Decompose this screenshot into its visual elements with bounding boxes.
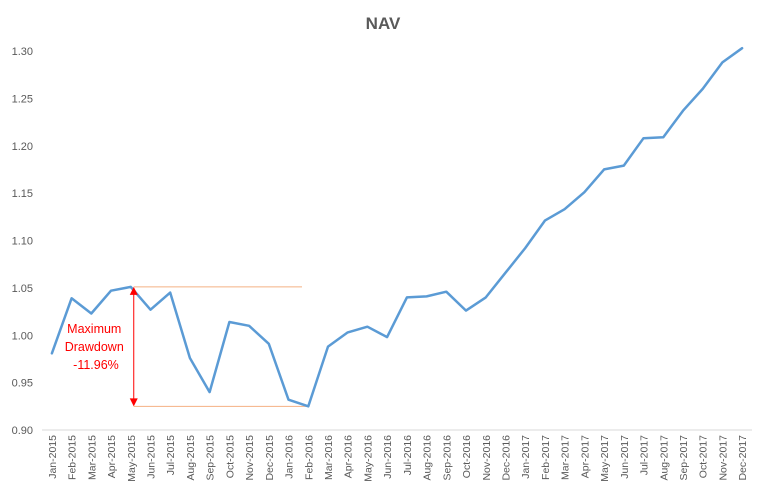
nav-point-Feb-2016 <box>307 405 309 407</box>
y-axis-tick-labels: 0.90 0.95 1.00 1.05 1.10 1.15 1.20 1.25 1.30 <box>12 46 33 437</box>
annotation-line-2: Drawdown <box>65 340 124 354</box>
nav-point-Jan-2015 <box>51 352 53 354</box>
x-tick-label-27: Apr-2017 <box>579 435 591 478</box>
x-tick-label-21: Oct-2016 <box>461 435 473 478</box>
x-tick-label-14: Mar-2016 <box>323 435 335 480</box>
y-tick-label-7: 1.25 <box>12 93 33 105</box>
x-tick-label-4: May-2015 <box>126 435 138 482</box>
nav-point-Aug-2015 <box>189 357 191 359</box>
nav-point-May-2016 <box>366 326 368 328</box>
y-tick-label-1: 0.95 <box>12 378 33 390</box>
nav-point-Mar-2017 <box>563 208 565 210</box>
y-tick-label-5: 1.15 <box>12 188 33 200</box>
x-tick-label-8: Sep-2015 <box>205 435 217 481</box>
nav-point-Jun-2017 <box>623 164 625 166</box>
y-tick-label-0: 0.90 <box>12 425 33 437</box>
x-tick-label-28: May-2017 <box>599 435 611 482</box>
nav-point-Jun-2016 <box>386 336 388 338</box>
x-tick-label-3: Apr-2015 <box>106 435 118 478</box>
x-tick-label-7: Aug-2015 <box>185 435 197 481</box>
nav-point-Jul-2015 <box>169 291 171 293</box>
nav-series-line <box>50 46 744 408</box>
nav-point-Jul-2017 <box>642 137 644 139</box>
arrow-head-down <box>129 398 138 407</box>
x-tick-label-6: Jul-2015 <box>165 435 177 475</box>
nav-point-Aug-2017 <box>662 136 664 138</box>
y-tick-label-8: 1.30 <box>12 46 33 58</box>
x-tick-label-19: Aug-2016 <box>422 435 434 481</box>
x-tick-label-23: Dec-2016 <box>500 435 512 481</box>
nav-point-Apr-2016 <box>346 331 348 333</box>
nav-point-Dec-2017 <box>741 47 743 49</box>
nav-point-Mar-2016 <box>327 345 329 347</box>
annotation-line-3: -11.96% <box>73 358 119 372</box>
x-tick-label-0: Jan-2015 <box>47 435 59 479</box>
drawdown-annotation: Maximum Drawdown -11.96% <box>65 322 128 372</box>
x-tick-label-13: Feb-2016 <box>303 435 315 480</box>
drawdown-guide-lines <box>133 286 309 407</box>
y-tick-label-2: 1.00 <box>12 330 33 342</box>
nav-point-Aug-2016 <box>425 295 427 297</box>
nav-point-Jan-2016 <box>287 398 289 400</box>
x-tick-label-34: Nov-2017 <box>717 435 729 481</box>
nav-point-Jul-2016 <box>406 296 408 298</box>
x-axis-tick-labels: Jan-2015 Feb-2015 Mar-2015 Apr-2015 May-2015… <box>47 435 749 482</box>
x-tick-label-1: Feb-2015 <box>67 435 79 480</box>
nav-point-Sep-2015 <box>208 391 210 393</box>
nav-point-Apr-2017 <box>583 191 585 193</box>
x-tick-label-32: Sep-2017 <box>678 435 690 481</box>
y-tick-label-6: 1.20 <box>12 141 33 153</box>
nav-point-Feb-2017 <box>544 219 546 221</box>
nav-point-Oct-2016 <box>465 309 467 311</box>
x-tick-label-17: Jun-2016 <box>382 435 394 479</box>
x-tick-label-18: Jul-2016 <box>402 435 414 475</box>
nav-point-Feb-2015 <box>70 297 72 299</box>
x-tick-label-31: Aug-2017 <box>658 435 670 481</box>
nav-point-Jan-2017 <box>524 247 526 249</box>
x-tick-label-26: Mar-2017 <box>560 435 572 480</box>
x-tick-label-9: Oct-2015 <box>224 435 236 478</box>
x-tick-label-11: Dec-2015 <box>264 435 276 481</box>
x-tick-label-15: Apr-2016 <box>343 435 355 478</box>
x-tick-label-20: Sep-2016 <box>441 435 453 481</box>
nav-point-Apr-2015 <box>110 290 112 292</box>
y-tick-label-4: 1.10 <box>12 236 33 248</box>
drawdown-arrow <box>129 286 138 407</box>
x-tick-label-16: May-2016 <box>362 435 374 482</box>
x-tick-label-30: Jul-2017 <box>639 435 651 475</box>
nav-point-Dec-2016 <box>504 272 506 274</box>
nav-point-Oct-2017 <box>701 88 703 90</box>
annotation-line-1: Maximum <box>67 322 121 336</box>
nav-point-Nov-2016 <box>485 296 487 298</box>
y-tick-label-3: 1.05 <box>12 283 33 295</box>
nav-point-Oct-2015 <box>228 321 230 323</box>
chart-title: NAV <box>366 14 401 33</box>
x-tick-label-10: Nov-2015 <box>244 435 256 481</box>
nav-point-Jun-2015 <box>149 308 151 310</box>
nav-point-May-2015 <box>130 286 132 288</box>
nav-point-Nov-2017 <box>721 61 723 63</box>
x-tick-label-12: Jan-2016 <box>284 435 296 479</box>
x-tick-label-29: Jun-2017 <box>619 435 631 479</box>
nav-point-Mar-2015 <box>90 312 92 314</box>
nav-point-Dec-2015 <box>268 343 270 345</box>
x-tick-label-2: Mar-2015 <box>86 435 98 480</box>
nav-point-Sep-2016 <box>445 290 447 292</box>
x-tick-label-35: Dec-2017 <box>737 435 749 481</box>
x-tick-label-25: Feb-2017 <box>540 435 552 480</box>
nav-point-Sep-2017 <box>682 109 684 111</box>
nav-point-Nov-2015 <box>248 325 250 327</box>
nav-point-May-2017 <box>603 168 605 170</box>
x-tick-label-24: Jan-2017 <box>520 435 532 479</box>
x-tick-label-33: Oct-2017 <box>698 435 710 478</box>
nav-data-points <box>51 47 744 408</box>
arrow-head-up <box>129 286 138 295</box>
x-tick-label-5: Jun-2015 <box>145 435 157 479</box>
x-tick-label-22: Nov-2016 <box>481 435 493 481</box>
